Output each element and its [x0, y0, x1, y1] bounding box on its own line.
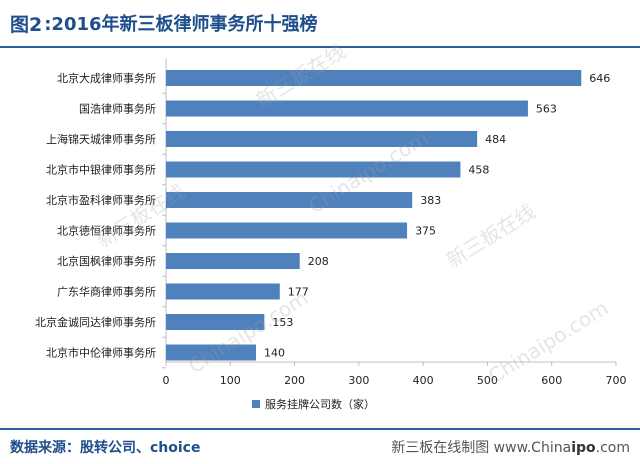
x-tick-label: 700	[606, 374, 627, 387]
chart-credit: 新三板在线制图 www.Chinaipo.com	[391, 437, 630, 457]
category-label: 北京国枫律师事务所	[57, 254, 156, 268]
bar	[166, 131, 478, 147]
footer: 数据来源：股转公司、choice 新三板在线制图 www.Chinaipo.co…	[0, 430, 640, 464]
category-label: 北京市中银律师事务所	[46, 163, 156, 177]
bar	[166, 70, 582, 86]
bar	[166, 283, 280, 300]
data-label: 177	[288, 286, 309, 299]
title-bar: 图2 :2016年新三板律师事务所十强榜	[0, 0, 640, 46]
bar	[166, 100, 528, 117]
x-tick-label: 400	[413, 374, 434, 387]
bar-chart: 北京大成律师事务所 646 国浩律师事务所 563 上海锦天城律师事务所 484 北京市中银…	[35, 58, 627, 411]
bar	[166, 253, 300, 269]
x-tick-label: 600	[541, 374, 562, 387]
data-label: 458	[468, 164, 489, 177]
category-label: 国浩律师事务所	[79, 103, 156, 116]
x-tick-label: 500	[477, 374, 498, 387]
bar	[166, 344, 256, 361]
figure-number: 图2	[10, 13, 43, 36]
bar	[166, 192, 413, 208]
x-tick-label: 300	[348, 374, 369, 387]
data-label: 208	[308, 255, 329, 268]
credit-bold: ipo	[571, 440, 596, 456]
category-label: 广东华商律师事务所	[57, 285, 156, 299]
category-label: 北京金诚同达律师事务所	[35, 315, 156, 329]
legend-swatch	[252, 400, 260, 408]
data-source: 数据来源：股转公司、choice	[10, 440, 201, 456]
bottom-divider	[0, 428, 640, 430]
credit-prefix: 新三板在线制图 www.China	[391, 440, 572, 456]
category-label: 北京德恒律师事务所	[57, 224, 156, 238]
category-label: 北京市中伦律师事务所	[46, 346, 156, 360]
data-label: 140	[264, 347, 285, 360]
x-tick-label: 100	[220, 374, 241, 387]
data-label: 375	[415, 225, 436, 238]
page-title: :2016年新三板律师事务所十强榜	[44, 14, 318, 35]
data-label: 646	[589, 72, 610, 85]
bar	[166, 222, 408, 239]
data-label: 383	[420, 194, 441, 207]
x-tick-label: 0	[163, 374, 170, 387]
legend-label: 服务挂牌公司数（家）	[265, 397, 375, 411]
category-label: 上海锦天城律师事务所	[46, 132, 156, 146]
bar	[166, 161, 461, 178]
x-tick-label: 200	[284, 374, 305, 387]
data-label: 153	[272, 316, 293, 329]
data-label: 484	[485, 133, 506, 146]
category-label: 北京大成律师事务所	[57, 71, 156, 85]
data-label: 563	[536, 103, 557, 116]
category-label: 北京市盈科律师事务所	[46, 193, 156, 207]
top-divider	[0, 46, 640, 48]
credit-suffix: .com	[595, 440, 630, 456]
bar	[166, 314, 265, 330]
